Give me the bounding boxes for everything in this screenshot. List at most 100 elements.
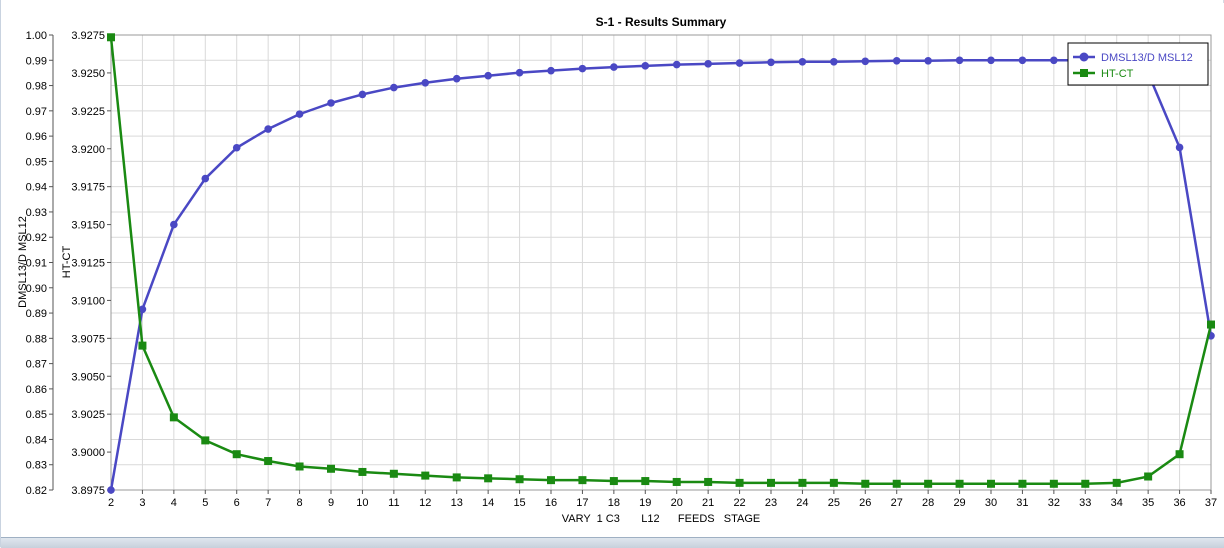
data-point-ht-ct [201,436,210,445]
x-tick-label: 27 [891,497,903,509]
x-tick-label: 32 [1048,497,1060,509]
data-point-ht-ct [641,477,650,486]
data-point-ht-ct [1144,472,1153,481]
data-point-dmsl13 [892,56,901,65]
x-tick-label: 10 [356,497,368,509]
data-point-ht-ct [609,477,618,486]
data-point-ht-ct [892,479,901,488]
legend-marker-ht-ct [1080,69,1088,77]
right-y-tick-label: 3.9075 [71,333,105,345]
data-point-ht-ct [169,413,178,422]
x-axis-label: VARY 1 C3 L12 FEEDS STAGE [562,513,760,525]
data-point-ht-ct [547,476,555,485]
data-point-dmsl13 [515,68,524,77]
left-y-tick-label: 0.82 [26,485,47,497]
data-point-dmsl13 [955,56,964,65]
x-tick-label: 26 [859,497,871,509]
x-tick-label: 16 [545,497,557,509]
left-y-tick-label: 0.87 [26,359,47,371]
results-summary-chart: 2 3 4 5 6 7 8 9 10 11 12 13 14 15 16 17 18 19 20 21 22 23 24 25… [1,0,1223,537]
x-tick-label: 25 [828,497,840,509]
data-point-dmsl13 [452,74,461,83]
right-y-axis-ticks: 3.8975 3.9000 3.9025 3.9050 3.9075 3.9100 3.91… [71,30,111,497]
data-point-ht-ct [704,477,713,486]
data-point-dmsl13 [735,59,744,67]
data-point-ht-ct [295,462,304,471]
x-tick-label: 2 [108,497,114,509]
left-y-tick-label: 0.96 [26,131,47,143]
data-point-ht-ct [389,469,398,478]
data-point-ht-ct [1207,320,1215,329]
data-point-ht-ct [1081,479,1090,488]
data-point-dmsl13 [610,63,618,71]
data-point-dmsl13 [767,58,775,67]
data-point-ht-ct [515,475,524,484]
x-tick-label: 37 [1205,497,1217,509]
data-point-dmsl13 [138,305,147,314]
data-point-dmsl13 [1175,143,1184,152]
data-point-dmsl13 [264,125,272,133]
data-point-dmsl13 [390,83,398,92]
x-tick-label: 30 [985,497,997,509]
data-point-dmsl13 [107,486,115,494]
x-tick-label: 12 [419,497,431,509]
data-point-dmsl13 [421,78,430,87]
x-tick-label: 18 [608,497,620,509]
chart-title: S-1 - Results Summary [596,15,727,29]
x-axis-ticks: 2 3 4 5 6 7 8 9 10 11 12 13 14 15 16 17 18 19 20 21 22 23 24 25… [108,490,1217,509]
data-point-dmsl13 [987,56,995,65]
grid-lines [110,34,1212,491]
data-point-ht-ct [1112,478,1121,487]
x-tick-label: 35 [1142,497,1154,509]
x-tick-label: 29 [953,497,965,509]
x-tick-label: 8 [297,497,303,509]
left-y-tick-label: 0.99 [26,55,47,67]
window-bottom-border [1,537,1224,548]
data-point-ht-ct [987,479,995,488]
right-y-tick-label: 3.9275 [71,30,105,42]
x-tick-label: 17 [576,497,588,509]
data-point-ht-ct [735,478,744,487]
left-y-axis-ticks: 0.82 0.83 0.84 0.85 0.86 0.87 0.88 0.89 0.90 0.91… [26,30,54,497]
x-tick-label: 14 [482,497,494,509]
data-point-dmsl13 [798,57,807,66]
data-point-ht-ct [924,479,933,488]
data-point-dmsl13 [578,64,587,73]
right-y-tick-label: 3.9250 [71,68,105,80]
left-y-tick-label: 0.95 [26,156,47,168]
x-tick-label: 22 [733,497,745,509]
x-tick-label: 9 [328,497,334,509]
data-point-dmsl13 [641,62,650,70]
left-y-tick-label: 0.98 [26,81,47,93]
left-y-tick-label: 0.88 [26,333,47,345]
data-point-ht-ct [1018,479,1027,488]
x-tick-label: 19 [639,497,651,509]
data-point-ht-ct [1049,479,1058,488]
data-point-ht-ct [798,478,807,487]
x-tick-label: 13 [451,497,463,509]
x-tick-label: 3 [139,497,145,509]
left-y-tick-label: 1.00 [26,30,47,42]
data-point-ht-ct [861,479,870,488]
data-point-dmsl13 [201,174,210,183]
legend-label-dmsl13: DMSL13/D MSL12 [1101,52,1193,64]
data-point-dmsl13 [704,60,712,68]
left-y-tick-label: 0.84 [26,434,47,446]
x-tick-label: 36 [1173,497,1185,509]
left-y-axis-label: DMSL13/D MSL12 [17,216,29,308]
x-tick-label: 33 [1079,497,1091,509]
x-tick-label: 28 [922,497,934,509]
data-point-ht-ct [327,464,335,473]
right-y-tick-label: 3.9025 [71,409,105,421]
data-point-ht-ct [138,341,147,350]
data-point-ht-ct [452,473,461,482]
right-y-tick-label: 3.9200 [71,144,105,156]
left-y-tick-label: 0.93 [26,207,47,219]
data-point-ht-ct [264,457,273,466]
data-point-ht-ct [107,33,115,42]
data-point-ht-ct [829,478,838,487]
right-y-tick-label: 3.9050 [71,371,105,383]
left-y-tick-label: 0.97 [26,106,47,118]
left-y-tick-label: 0.83 [26,460,47,472]
